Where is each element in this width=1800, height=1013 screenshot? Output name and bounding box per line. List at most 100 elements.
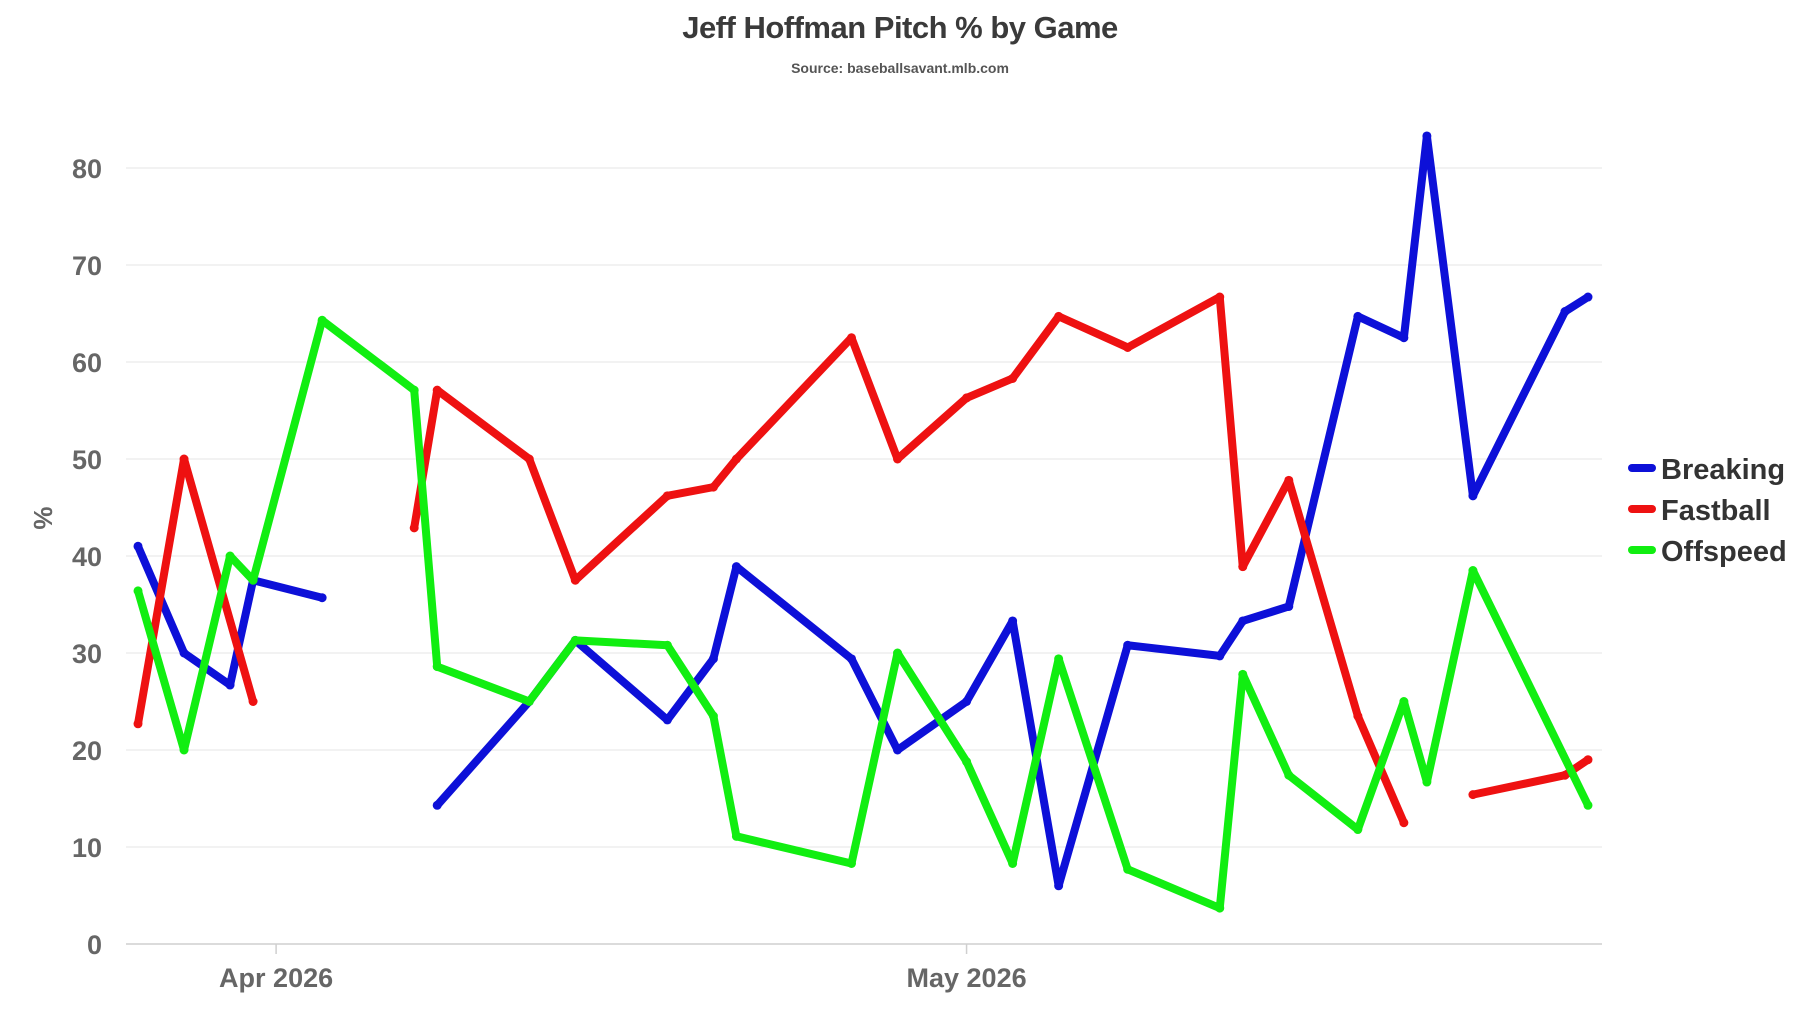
- y-tick-label: 50: [72, 445, 102, 475]
- data-point: [1284, 601, 1294, 611]
- data-point: [662, 640, 672, 650]
- data-point: [1284, 475, 1294, 485]
- data-point: [1054, 881, 1064, 891]
- data-point: [1583, 800, 1593, 810]
- data-point: [1353, 711, 1363, 721]
- data-point: [708, 654, 718, 664]
- data-point: [1215, 651, 1225, 661]
- series-line-offspeed: [134, 316, 1592, 913]
- data-point: [1468, 566, 1478, 576]
- data-point: [662, 491, 672, 501]
- data-point: [1238, 616, 1248, 626]
- series-line-fastball: [410, 293, 1408, 827]
- data-point: [1123, 342, 1133, 352]
- legend-label-breaking: Breaking: [1661, 454, 1785, 486]
- data-point: [432, 385, 442, 395]
- data-point: [1583, 755, 1593, 765]
- series-line-breaking: [433, 131, 1592, 890]
- y-tick-label: 80: [72, 154, 102, 184]
- data-point: [731, 454, 741, 464]
- data-point: [1583, 292, 1593, 302]
- data-point: [1422, 131, 1432, 141]
- data-point: [1560, 770, 1570, 780]
- y-tick-label: 40: [72, 542, 102, 572]
- data-point: [317, 315, 327, 325]
- y-tick-label: 60: [72, 348, 102, 378]
- data-point: [1123, 864, 1133, 874]
- data-point: [1123, 640, 1133, 650]
- data-point: [225, 551, 235, 561]
- y-tick-label: 0: [87, 930, 102, 960]
- data-point: [225, 680, 235, 690]
- data-point: [1422, 777, 1432, 787]
- data-point: [962, 697, 972, 706]
- data-point: [1399, 818, 1409, 828]
- data-point: [1238, 669, 1248, 679]
- data-point: [1008, 616, 1018, 626]
- data-point: [409, 385, 419, 395]
- data-point: [662, 715, 672, 725]
- data-point: [248, 697, 258, 706]
- x-tick-label: May 2026: [907, 963, 1027, 993]
- data-point: [893, 745, 903, 755]
- x-tick-label: Apr 2026: [219, 963, 333, 993]
- data-point: [846, 333, 856, 343]
- data-point: [1468, 491, 1478, 501]
- data-point: [1353, 311, 1363, 321]
- data-point: [524, 454, 534, 464]
- data-point: [133, 541, 143, 551]
- data-point: [962, 393, 972, 403]
- y-axis-label: %: [28, 506, 58, 529]
- y-tick-label: 10: [72, 833, 102, 863]
- data-point: [1008, 373, 1018, 383]
- legend-label-fastball: Fastball: [1661, 495, 1771, 527]
- series-offspeed: [133, 315, 1593, 913]
- data-point: [731, 562, 741, 572]
- data-point: [1560, 307, 1570, 317]
- data-point: [570, 575, 580, 585]
- data-point: [1353, 825, 1363, 835]
- chart-subtitle: Source: baseballsavant.mlb.com: [791, 60, 1009, 76]
- data-point: [1238, 562, 1248, 572]
- series-lines: [133, 131, 1593, 913]
- data-point: [432, 800, 442, 810]
- data-point: [409, 523, 419, 533]
- axes: 0 10 20 30 40 50 60 70 80 Apr 2026 May 2026: [72, 154, 1027, 993]
- data-point: [179, 745, 189, 755]
- y-tick-label: 70: [72, 251, 102, 281]
- data-point: [133, 586, 143, 596]
- data-point: [708, 482, 718, 492]
- grid-lines: [126, 167, 1602, 945]
- data-point: [1054, 311, 1064, 321]
- data-point: [846, 654, 856, 664]
- data-point: [432, 662, 442, 672]
- data-point: [1054, 654, 1064, 664]
- chart-title: Jeff Hoffman Pitch % by Game: [682, 10, 1118, 45]
- y-tick-label: 30: [72, 639, 102, 669]
- data-point: [317, 593, 327, 603]
- data-point: [1468, 790, 1478, 800]
- data-point: [1284, 770, 1294, 780]
- legend-label-offspeed: Offspeed: [1661, 536, 1787, 568]
- data-point: [524, 697, 534, 706]
- data-point: [1399, 697, 1409, 706]
- data-point: [708, 711, 718, 721]
- data-point: [248, 575, 258, 585]
- data-point: [1215, 292, 1225, 302]
- data-point: [1215, 903, 1225, 913]
- y-tick-label: 20: [72, 736, 102, 766]
- data-point: [1399, 333, 1409, 343]
- data-point: [893, 648, 903, 658]
- data-point: [893, 454, 903, 464]
- data-point: [962, 757, 972, 767]
- data-point: [731, 831, 741, 841]
- data-point: [179, 454, 189, 464]
- series-fastball: [133, 292, 1593, 828]
- data-point: [846, 858, 856, 868]
- legend: Breaking Fastball Offspeed: [1628, 454, 1787, 568]
- data-point: [570, 635, 580, 645]
- data-point: [1008, 858, 1018, 868]
- data-point: [179, 648, 189, 658]
- data-point: [133, 719, 143, 729]
